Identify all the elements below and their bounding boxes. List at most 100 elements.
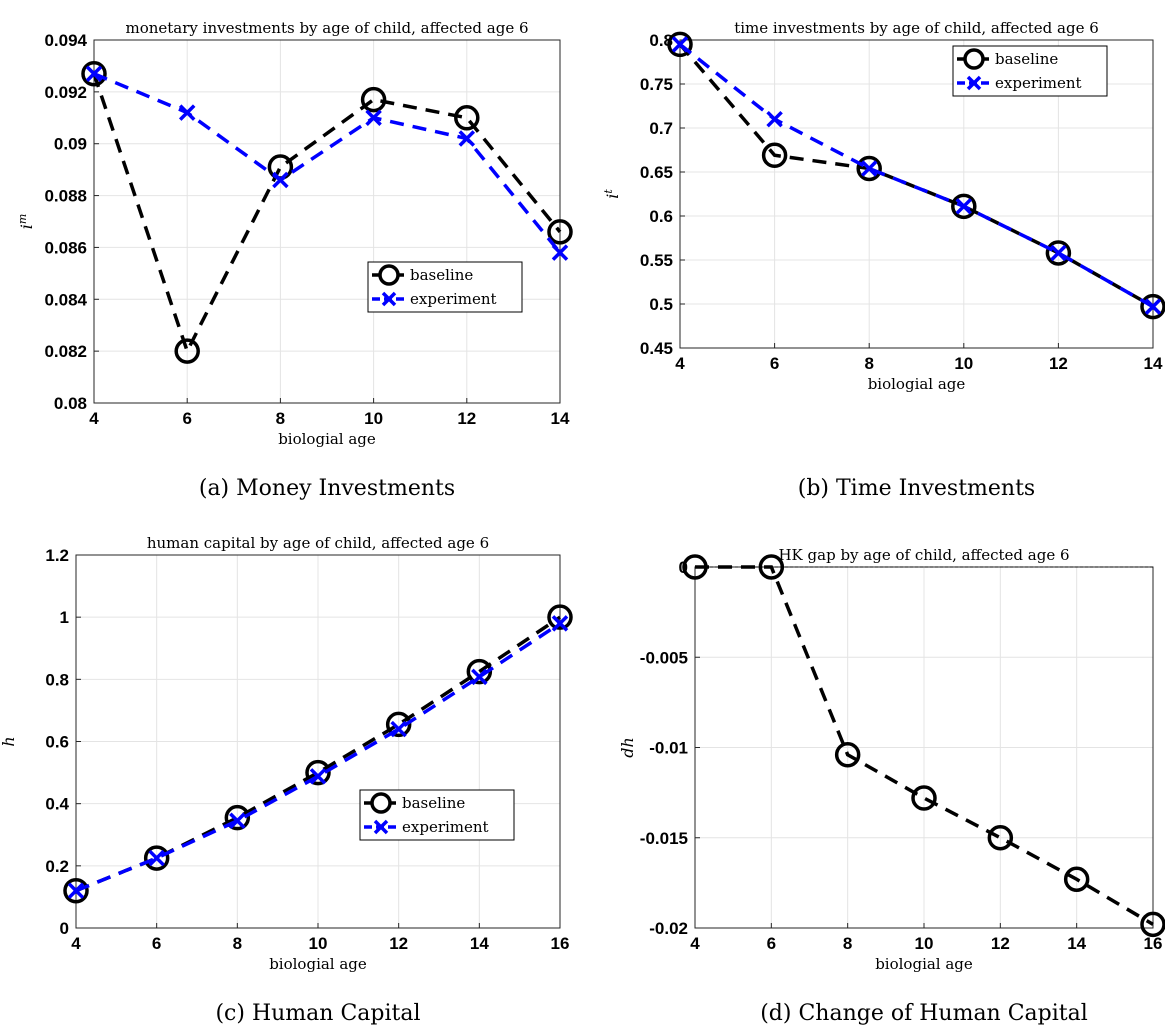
- legend-marker-x: [373, 819, 389, 835]
- y-tick-label: 0.084: [44, 290, 87, 309]
- y-tick-label: 0.2: [45, 857, 69, 876]
- y-tick-label: 0: [60, 919, 69, 938]
- x-tick-label: 4: [690, 934, 700, 953]
- x-tick-label: 10: [364, 409, 383, 428]
- x-tick-label: 6: [767, 934, 776, 953]
- x-tick-label: 8: [276, 409, 285, 428]
- data-point-circle: [834, 741, 861, 768]
- panel-caption: (d) Change of Human Capital: [760, 1001, 1088, 1026]
- x-tick-label: 12: [389, 934, 408, 953]
- data-point-circle: [761, 142, 788, 169]
- chart-panel-1: 4 6 8 10 12 14 0.08 0.082 0.084 0.086 0.088 0.09 0.0…: [16, 19, 573, 501]
- data-point-x: [148, 849, 165, 867]
- x-tick-label: 10: [954, 354, 973, 373]
- x-tick-label: 10: [915, 934, 934, 953]
- chart-title: human capital by age of child, affected …: [147, 534, 489, 552]
- data-point-x: [1050, 244, 1067, 262]
- data-point-circle: [224, 804, 251, 831]
- y-tick-label: 0.092: [44, 83, 87, 102]
- y-tick-label: 0.088: [44, 187, 87, 206]
- data-point-circle: [682, 554, 708, 580]
- x-tick-label: 8: [864, 354, 873, 373]
- legend-marker-x: [966, 75, 982, 91]
- y-tick-label: 0.6: [649, 207, 673, 226]
- data-point-circle: [1045, 240, 1072, 266]
- x-tick-label: 4: [675, 354, 685, 373]
- data-point-circle: [143, 845, 170, 871]
- data-point-circle: [911, 785, 937, 811]
- x-tick-label: 12: [1049, 354, 1068, 373]
- y-tick-label: -0.01: [649, 739, 688, 758]
- y-axis-label: h: [0, 736, 18, 746]
- x-axis-label: biologial age: [875, 955, 973, 973]
- y-axis-label-superscript: m: [16, 214, 29, 224]
- y-tick-label: 0.55: [640, 251, 673, 270]
- series-line-2: [93, 72, 562, 254]
- x-tick-label: 12: [457, 409, 476, 428]
- data-point-x: [766, 110, 783, 128]
- data-point-x: [229, 812, 246, 830]
- x-tick-label: 8: [843, 934, 852, 953]
- y-tick-label: 1: [60, 608, 69, 627]
- data-point-x: [365, 109, 382, 127]
- panel-caption: (a) Money Investments: [199, 476, 455, 501]
- data-point-circle: [547, 219, 573, 245]
- data-point-x: [860, 160, 878, 177]
- data-point-x: [671, 36, 689, 53]
- y-tick-label: 0.094: [44, 31, 87, 50]
- x-axis-label: biologial age: [278, 430, 376, 448]
- x-tick-label: 4: [71, 934, 81, 953]
- legend-label: baseline: [410, 266, 473, 284]
- x-axis-label: biologial age: [269, 955, 367, 973]
- y-tick-label: 0.7: [649, 119, 673, 138]
- legend: baseline experiment: [367, 261, 523, 313]
- x-tick-label: 6: [182, 409, 191, 428]
- y-tick-label: 0.65: [640, 163, 673, 182]
- chart-title: time investments by age of child, affect…: [734, 19, 1099, 37]
- data-point-circle: [63, 877, 89, 904]
- data-point-x: [67, 882, 85, 899]
- y-axis-label: it: [602, 189, 623, 199]
- data-point-circle: [856, 155, 882, 182]
- y-tick-label: 0.086: [44, 238, 87, 257]
- x-tick-label: 8: [233, 934, 242, 953]
- data-point-circle: [1063, 866, 1090, 893]
- data-point-circle: [951, 193, 977, 220]
- legend-label: baseline: [995, 50, 1058, 68]
- panel-caption: (c) Human Capital: [215, 1001, 420, 1026]
- x-tick-label: 10: [309, 934, 328, 953]
- chart-title: monetary investments by age of child, af…: [125, 19, 528, 37]
- x-tick-label: 16: [551, 934, 570, 953]
- series-line-2: [678, 43, 1154, 309]
- y-tick-label: 0.8: [649, 31, 673, 50]
- data-point-circle: [987, 825, 1014, 851]
- legend-marker-x: [381, 291, 397, 307]
- y-axis-label-superscript: t: [602, 189, 615, 194]
- data-point-x: [551, 244, 569, 261]
- data-point-x: [471, 668, 488, 686]
- y-tick-label: 0.4: [45, 795, 69, 814]
- y-tick-label: 0.082: [44, 342, 87, 361]
- legend-marker-circle: [370, 792, 392, 814]
- data-point-circle: [174, 338, 200, 364]
- legend: baseline experiment: [952, 45, 1108, 97]
- y-tick-label: 0.09: [54, 135, 87, 154]
- x-tick-label: 4: [89, 409, 99, 428]
- x-tick-label: 14: [1067, 934, 1086, 953]
- legend-label: baseline: [402, 794, 465, 812]
- y-axis-label: dh: [618, 737, 637, 758]
- panel-caption: (b) Time Investments: [798, 476, 1035, 501]
- data-point-x: [85, 65, 103, 82]
- data-point-circle: [547, 604, 573, 630]
- series-line-1: [75, 615, 561, 893]
- x-tick-label: 14: [551, 409, 570, 428]
- data-point-x: [955, 198, 973, 215]
- chart-panel-3: 4 6 8 10 12 14 16 0 0.2 0.4 0.6 0.8 1 1.2 human capita…: [0, 534, 573, 1026]
- x-tick-label: 16: [1144, 934, 1163, 953]
- data-point-x: [178, 104, 196, 121]
- data-point-circle: [454, 105, 480, 131]
- x-tick-label: 14: [1144, 354, 1163, 373]
- y-axis-label: im: [16, 214, 37, 230]
